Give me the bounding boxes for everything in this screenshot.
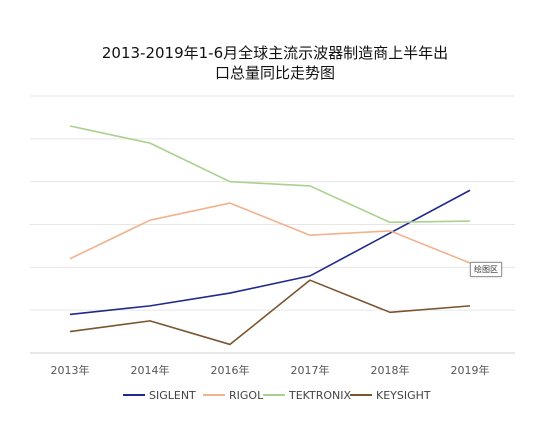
x-tick-label: 2016年 — [211, 363, 250, 377]
x-axis-ticks: 2013年 2014年 2016年 2017年 2018年 2019年 — [51, 363, 490, 377]
x-tick-label: 2019年 — [451, 363, 490, 377]
series-line-keysight — [69, 279, 471, 346]
legend-label-siglent: SIGLENT — [149, 389, 196, 402]
chart-title-line1: 2013-2019年1-6月全球主流示波器制造商上半年出 — [101, 44, 449, 62]
legend-label-tektronix: TEKTRONIX — [288, 389, 352, 402]
plot-area-tooltip: 绘图区 — [470, 262, 502, 277]
x-tick-label: 2013年 — [51, 363, 90, 377]
legend-label-rigol: RIGOL — [229, 389, 264, 402]
series-line-tektronix — [69, 125, 471, 224]
legend-label-keysight: KEYSIGHT — [376, 389, 431, 402]
gridlines — [30, 95, 515, 354]
series-lines — [69, 125, 471, 346]
series-line-siglent — [69, 189, 471, 316]
x-tick-label: 2014年 — [131, 363, 170, 377]
x-tick-label: 2017年 — [291, 363, 330, 377]
x-tick-label: 2018年 — [371, 363, 410, 377]
legend: SIGLENT RIGOL TEKTRONIX KEYSIGHT — [123, 389, 431, 402]
series-line-rigol — [69, 202, 471, 264]
chart-title-line2: 口总量同比走势图 — [214, 64, 335, 82]
